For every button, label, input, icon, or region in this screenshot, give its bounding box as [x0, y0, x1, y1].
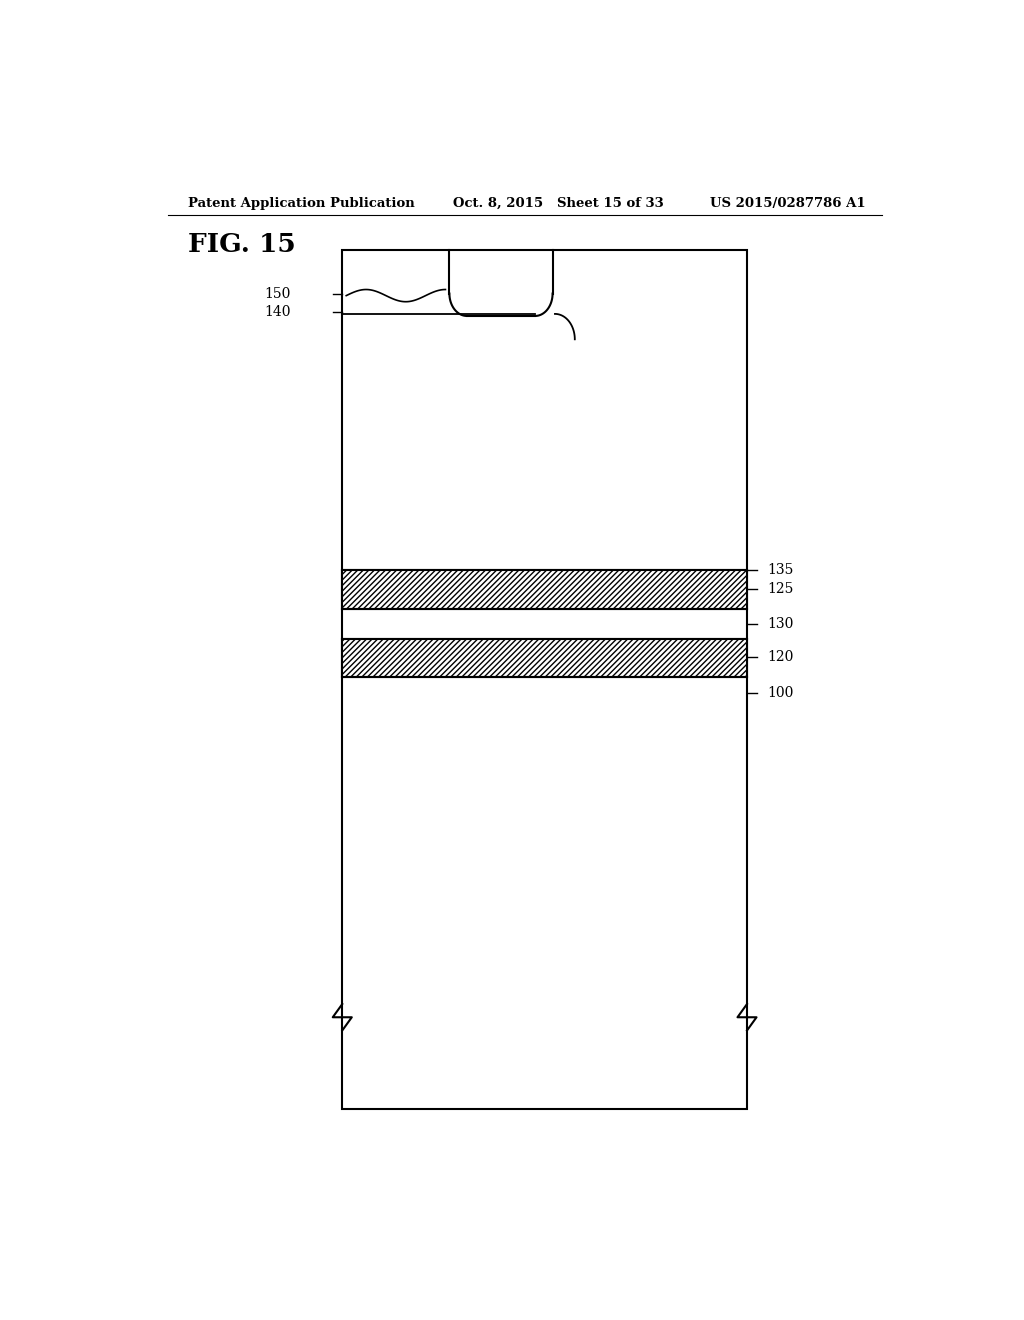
Text: Patent Application Publication: Patent Application Publication	[187, 197, 415, 210]
Text: 125: 125	[767, 582, 794, 597]
Text: 135: 135	[767, 564, 794, 577]
Text: 150: 150	[264, 286, 291, 301]
Bar	[342, 249, 748, 1109]
Text: 120: 120	[767, 651, 794, 664]
Text: 130: 130	[767, 616, 794, 631]
Bar	[342, 639, 748, 677]
Text: FIG. 15: FIG. 15	[187, 232, 295, 257]
Text: 140: 140	[264, 305, 291, 319]
Text: 100: 100	[767, 686, 794, 700]
Text: US 2015/0287786 A1: US 2015/0287786 A1	[711, 197, 866, 210]
Bar	[342, 570, 748, 609]
Text: Oct. 8, 2015   Sheet 15 of 33: Oct. 8, 2015 Sheet 15 of 33	[454, 197, 665, 210]
